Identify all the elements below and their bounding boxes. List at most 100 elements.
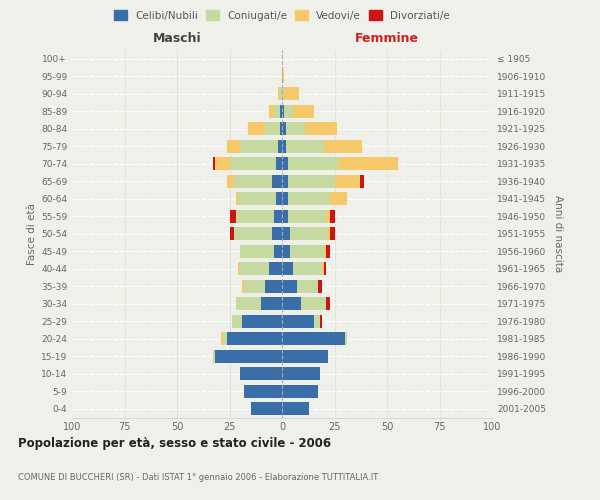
Bar	[227, 140, 240, 153]
Bar	[360, 174, 364, 188]
Bar	[290, 244, 324, 258]
Bar	[227, 332, 282, 345]
Bar	[282, 192, 289, 205]
Bar	[289, 174, 335, 188]
Bar	[282, 174, 289, 188]
Bar	[289, 192, 331, 205]
Y-axis label: Fasce di età: Fasce di età	[27, 203, 37, 264]
Bar	[274, 244, 282, 258]
Bar	[274, 210, 282, 223]
Bar	[282, 210, 289, 223]
Bar	[242, 314, 282, 328]
Bar	[236, 192, 238, 205]
Bar	[331, 192, 347, 205]
Bar	[271, 174, 282, 188]
Bar	[301, 297, 326, 310]
Bar	[326, 297, 331, 310]
Bar	[324, 244, 326, 258]
Bar	[278, 140, 282, 153]
Bar	[229, 210, 236, 223]
Bar	[282, 244, 290, 258]
Bar	[282, 70, 284, 83]
Bar	[326, 244, 331, 258]
Bar	[282, 367, 320, 380]
Bar	[236, 210, 274, 223]
Bar	[280, 87, 282, 101]
Bar	[240, 244, 274, 258]
Text: Femmine: Femmine	[355, 32, 419, 45]
Bar	[280, 122, 282, 136]
Bar	[280, 104, 282, 118]
Bar	[232, 314, 242, 328]
Text: COMUNE DI BUCCHERI (SR) - Dati ISTAT 1° gennaio 2006 - Elaborazione TUTTITALIA.I: COMUNE DI BUCCHERI (SR) - Dati ISTAT 1° …	[18, 473, 378, 482]
Bar	[305, 122, 337, 136]
Bar	[282, 87, 284, 101]
Bar	[251, 402, 282, 415]
Bar	[278, 87, 280, 101]
Bar	[234, 227, 271, 240]
Bar	[227, 174, 234, 188]
Bar	[215, 350, 282, 363]
Bar	[328, 227, 331, 240]
Bar	[229, 157, 276, 170]
Bar	[335, 174, 360, 188]
Bar	[289, 210, 326, 223]
Bar	[234, 174, 271, 188]
Bar	[290, 227, 328, 240]
Bar	[284, 87, 299, 101]
Bar	[296, 280, 318, 293]
Bar	[240, 140, 278, 153]
Bar	[289, 157, 338, 170]
Bar	[238, 262, 240, 276]
Bar	[324, 140, 362, 153]
Bar	[338, 157, 398, 170]
Bar	[236, 297, 261, 310]
Bar	[276, 157, 282, 170]
Bar	[230, 227, 234, 240]
Bar	[269, 262, 282, 276]
Bar	[282, 157, 289, 170]
Bar	[238, 192, 276, 205]
Bar	[244, 280, 265, 293]
Bar	[320, 314, 322, 328]
Text: Popolazione per età, sesso e stato civile - 2006: Popolazione per età, sesso e stato civil…	[18, 438, 331, 450]
Bar	[276, 192, 282, 205]
Bar	[213, 157, 215, 170]
Legend: Celibi/Nubili, Coniugati/e, Vedovi/e, Divorziati/e: Celibi/Nubili, Coniugati/e, Vedovi/e, Di…	[110, 6, 454, 25]
Bar	[282, 314, 314, 328]
Bar	[282, 332, 345, 345]
Bar	[322, 262, 324, 276]
Bar	[269, 104, 274, 118]
Bar	[282, 297, 301, 310]
Bar	[244, 384, 282, 398]
Bar	[331, 210, 335, 223]
Bar	[240, 367, 282, 380]
Bar	[314, 314, 320, 328]
Bar	[240, 262, 269, 276]
Bar	[282, 384, 318, 398]
Bar	[265, 280, 282, 293]
Bar	[331, 227, 335, 240]
Bar	[324, 262, 326, 276]
Bar	[318, 280, 322, 293]
Bar	[286, 122, 305, 136]
Bar	[282, 140, 286, 153]
Bar	[223, 332, 227, 345]
Bar	[286, 140, 324, 153]
Bar	[282, 350, 328, 363]
Bar	[242, 280, 244, 293]
Bar	[345, 332, 347, 345]
Bar	[271, 227, 282, 240]
Bar	[265, 122, 280, 136]
Bar	[293, 104, 314, 118]
Bar	[282, 122, 286, 136]
Bar	[274, 104, 280, 118]
Bar	[215, 157, 229, 170]
Bar	[213, 350, 215, 363]
Y-axis label: Anni di nascita: Anni di nascita	[553, 195, 563, 272]
Bar	[326, 210, 331, 223]
Bar	[293, 262, 322, 276]
Bar	[282, 104, 284, 118]
Bar	[282, 227, 290, 240]
Bar	[248, 122, 265, 136]
